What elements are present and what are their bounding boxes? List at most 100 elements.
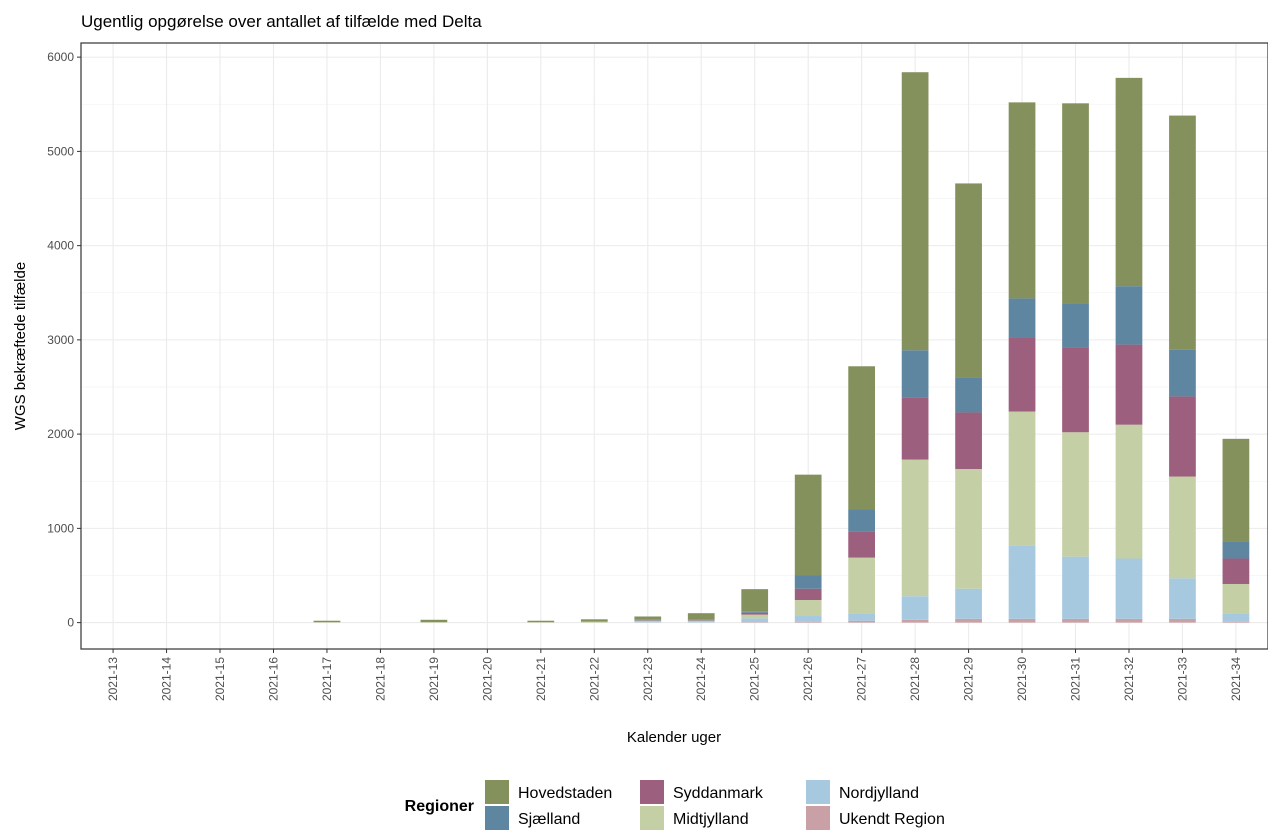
bar-segment	[955, 618, 982, 623]
x-tick-label: 2021-17	[320, 657, 334, 701]
y-tick-label: 0	[67, 616, 74, 630]
bar-segment	[687, 620, 715, 621]
x-tick-label: 2021-23	[641, 657, 655, 701]
bar-segment	[1222, 541, 1250, 559]
bar-segment	[794, 575, 822, 589]
bar-segment	[1008, 337, 1036, 412]
bar-segment	[901, 350, 929, 398]
x-tick-label: 2021-34	[1229, 657, 1243, 701]
bar-segment	[1169, 476, 1196, 579]
y-axis-label: WGS bekræftede tilfælde	[12, 262, 29, 430]
bar-segment	[634, 619, 662, 621]
bar-segment	[1222, 621, 1250, 623]
bar-segment	[741, 614, 769, 619]
bar-segment	[687, 622, 715, 623]
bar-segment	[527, 620, 555, 623]
bar-segment	[901, 397, 929, 460]
bars	[313, 72, 1250, 623]
bar-segment	[848, 509, 876, 532]
bar-segment	[1062, 347, 1089, 433]
legend-label: Syddanmark	[673, 785, 764, 802]
legend-label: Nordjylland	[839, 785, 919, 802]
bar-segment	[1115, 618, 1143, 623]
bar-segment	[955, 412, 982, 469]
bar-segment	[741, 622, 769, 623]
x-tick-label: 2021-15	[213, 657, 227, 701]
x-tick-label: 2021-33	[1175, 657, 1189, 701]
bar-segment	[955, 588, 982, 619]
bar-segment	[687, 619, 715, 621]
y-tick-label: 1000	[47, 521, 74, 535]
grid-lines	[81, 43, 1268, 649]
bar-segment	[1169, 396, 1196, 477]
legend-swatch	[485, 806, 509, 830]
x-tick-label: 2021-22	[587, 657, 601, 701]
x-tick-label: 2021-32	[1122, 657, 1136, 701]
bar-segment	[901, 72, 929, 351]
bar-segment	[1008, 102, 1036, 299]
bar-segment	[1222, 438, 1250, 542]
x-tick-label: 2021-20	[480, 657, 494, 701]
x-tick-label: 2021-30	[1015, 657, 1029, 701]
bar-segment	[901, 619, 929, 623]
bar-segment	[1008, 411, 1036, 546]
bar-segment	[794, 474, 822, 576]
bar-segment	[1169, 115, 1196, 350]
bar-segment	[634, 622, 662, 623]
x-tick-label: 2021-26	[801, 657, 815, 701]
bar-segment	[848, 557, 876, 614]
x-tick-label: 2021-31	[1069, 657, 1083, 701]
legend-label: Midtjylland	[673, 811, 749, 828]
y-tick-label: 6000	[47, 50, 74, 64]
bar-segment	[634, 620, 662, 621]
bar-segment	[955, 183, 982, 378]
chart-title: Ugentlig opgørelse over antallet af tilf…	[81, 12, 482, 31]
bar-segment	[1169, 349, 1196, 397]
bar-segment	[420, 619, 448, 623]
bar-segment	[1062, 556, 1089, 619]
bar-segment	[794, 616, 822, 622]
bar-segment	[580, 621, 608, 623]
bar-segment	[1115, 286, 1143, 345]
y-tick-label: 2000	[47, 427, 74, 441]
bar-segment	[848, 531, 876, 558]
bar-segment	[580, 619, 608, 622]
bar-segment	[1169, 618, 1196, 623]
bar-segment	[848, 620, 876, 623]
bar-segment	[1008, 618, 1036, 623]
x-tick-label: 2021-29	[962, 657, 976, 701]
bar-segment	[634, 616, 662, 620]
bar-segment	[1062, 618, 1089, 623]
x-tick-label: 2021-21	[534, 657, 548, 701]
x-tick-label: 2021-13	[106, 657, 120, 701]
bar-segment	[1222, 558, 1250, 584]
y-tick-label: 5000	[47, 144, 74, 158]
bar-segment	[901, 596, 929, 620]
bar-segment	[1222, 613, 1250, 622]
bar-segment	[313, 622, 341, 623]
y-axis: 0 1000 2000 3000 4000 5000 6000	[47, 50, 81, 630]
bar-segment	[1115, 424, 1143, 559]
legend-swatch	[485, 780, 509, 804]
x-tick-label: 2021-27	[855, 657, 869, 701]
x-tick-label: 2021-24	[694, 657, 708, 701]
bar-segment	[313, 620, 341, 623]
bar-segment	[1115, 77, 1143, 287]
x-tick-label: 2021-25	[748, 657, 762, 701]
bar-segment	[794, 588, 822, 600]
bar-segment	[1169, 578, 1196, 619]
bar-segment	[1115, 344, 1143, 425]
y-tick-label: 3000	[47, 333, 74, 347]
x-tick-label: 2021-19	[427, 657, 441, 701]
bar-segment	[741, 618, 769, 623]
bar-segment	[741, 589, 769, 612]
legend-swatch	[640, 780, 664, 804]
bar-segment	[794, 621, 822, 623]
x-axis: 2021-13 2021-14 2021-15 2021-16 2021-17 2021-…	[106, 649, 1243, 701]
legend-swatch	[806, 806, 830, 830]
x-tick-label: 2021-18	[373, 657, 387, 701]
x-axis-label: Kalender uger	[627, 729, 721, 746]
bar-segment	[955, 468, 982, 589]
